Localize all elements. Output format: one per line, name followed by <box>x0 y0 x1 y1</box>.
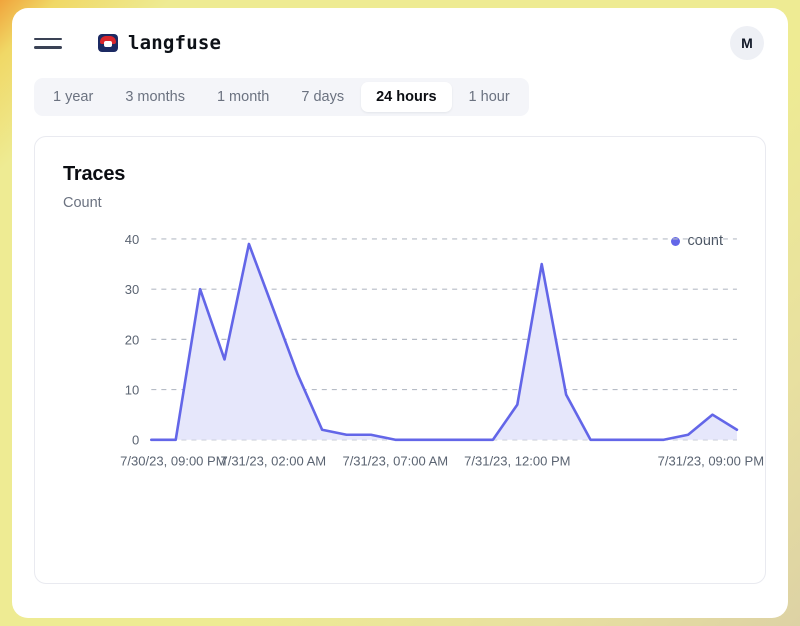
y-axis-tick-label: 0 <box>132 433 139 448</box>
chart-area: count 0 10 20 30 40 7/30/23, 09:00 PM 7/31/23,… <box>35 215 765 583</box>
y-axis-tick-label: 30 <box>125 282 139 297</box>
hamburger-menu-icon[interactable] <box>34 28 64 58</box>
legend-dot-icon <box>670 236 680 246</box>
x-axis-tick-label: 7/31/23, 07:00 AM <box>342 454 448 469</box>
x-axis-tick-label: 7/30/23, 09:00 PM <box>120 454 226 469</box>
brand-name: langfuse <box>128 32 222 54</box>
y-axis-tick-label: 20 <box>125 332 139 347</box>
x-axis-tick-label: 7/31/23, 02:00 AM <box>220 454 326 469</box>
traces-line-chart: 0 10 20 30 40 7/30/23, 09:00 PM7/31/23, 02:00… <box>120 232 764 469</box>
legend-label: count <box>687 233 723 249</box>
brand[interactable]: langfuse <box>98 32 221 54</box>
tab-1-year[interactable]: 1 year <box>38 82 108 112</box>
chart-legend[interactable]: count <box>670 233 723 249</box>
langfuse-logo-icon <box>98 34 118 52</box>
timerange-tabbar: 1 year 3 months 1 month 7 days 24 hours 1 hou… <box>34 78 529 116</box>
app-window: langfuse M 1 year 3 months 1 month 7 days 24… <box>12 8 788 618</box>
tab-7-days[interactable]: 7 days <box>286 82 359 112</box>
app-header: langfuse M <box>12 8 788 78</box>
page-title: Traces <box>63 163 126 185</box>
y-axis-tick-label: 10 <box>125 383 139 398</box>
x-axis-tick-label: 7/31/23, 09:00 PM <box>658 454 764 469</box>
traces-chart-card: Traces Count count 0 10 20 30 40 7/30/23, 09:… <box>34 136 766 584</box>
card-subtitle: Count <box>63 195 102 211</box>
tab-1-hour[interactable]: 1 hour <box>454 82 525 112</box>
series-area-fill <box>151 243 737 440</box>
avatar[interactable]: M <box>730 26 764 60</box>
series-line-count <box>150 242 739 442</box>
x-axis-tick-label: 7/31/23, 12:00 PM <box>464 454 570 469</box>
tab-1-month[interactable]: 1 month <box>202 82 284 112</box>
timerange-tabbar-wrapper: 1 year 3 months 1 month 7 days 24 hours 1 hou… <box>12 78 788 116</box>
tab-24-hours[interactable]: 24 hours <box>361 82 452 112</box>
y-axis-tick-label: 40 <box>125 232 139 247</box>
tab-3-months[interactable]: 3 months <box>110 82 200 112</box>
